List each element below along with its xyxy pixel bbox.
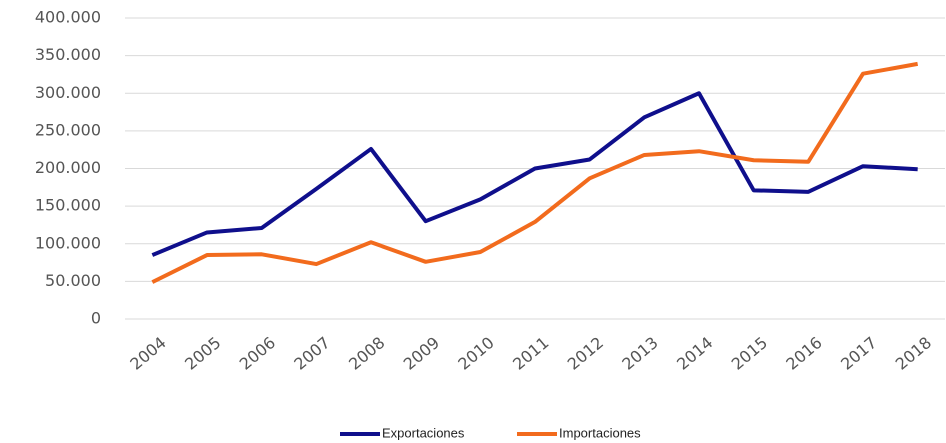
y-tick-label: 200.000 bbox=[35, 158, 101, 177]
y-tick-label: 100.000 bbox=[35, 233, 101, 252]
x-tick-label: 2012 bbox=[564, 333, 607, 374]
x-tick-label: 2018 bbox=[892, 333, 935, 374]
y-tick-label: 50.000 bbox=[45, 271, 101, 290]
x-tick-label: 2013 bbox=[618, 333, 661, 374]
x-tick-label: 2015 bbox=[728, 333, 771, 374]
y-tick-label: 150.000 bbox=[35, 196, 101, 215]
y-tick-label: 0 bbox=[91, 309, 101, 328]
x-tick-label: 2007 bbox=[290, 333, 333, 374]
x-tick-label: 2017 bbox=[837, 333, 880, 374]
y-tick-label: 250.000 bbox=[35, 120, 101, 139]
y-tick-label: 350.000 bbox=[35, 45, 101, 64]
x-tick-label: 2009 bbox=[400, 333, 443, 374]
x-tick-label: 2004 bbox=[126, 333, 169, 374]
x-tick-label: 2006 bbox=[236, 333, 279, 374]
legend-label: Importaciones bbox=[559, 425, 641, 440]
line-series bbox=[151, 91, 918, 257]
x-tick-label: 2005 bbox=[181, 333, 224, 374]
y-tick-label: 300.000 bbox=[35, 83, 101, 102]
y-tick-label: 400.000 bbox=[35, 8, 101, 27]
x-tick-label: 2008 bbox=[345, 333, 388, 374]
legend-label: Exportaciones bbox=[382, 425, 465, 440]
x-tick-label: 2014 bbox=[673, 333, 716, 374]
x-tick-label: 2011 bbox=[509, 333, 552, 374]
x-tick-label: 2010 bbox=[454, 333, 497, 374]
x-tick-label: 2016 bbox=[782, 333, 825, 374]
line-series bbox=[151, 61, 919, 284]
